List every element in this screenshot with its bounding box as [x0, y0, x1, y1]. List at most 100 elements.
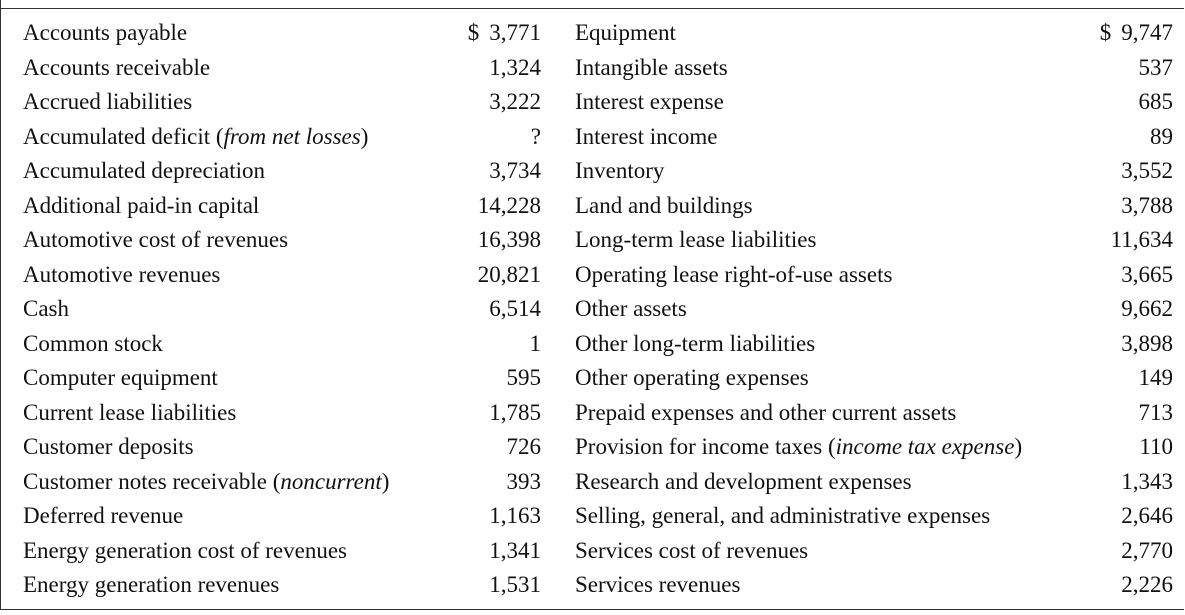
- account-name-text: Energy generation cost of revenues: [23, 537, 348, 563]
- account-name-note: from net losses: [223, 123, 361, 149]
- account-amount: 1: [529, 330, 542, 356]
- account-name: Cash: [0, 292, 427, 327]
- account-name-text: Equipment: [575, 20, 676, 45]
- account-name-note: noncurrent: [280, 468, 382, 494]
- account-value: 14,228: [427, 189, 541, 224]
- account-name: Other long-term liabilities: [575, 327, 1077, 362]
- table-row: Automotive cost of revenues 16,398 Long-te…: [0, 223, 1173, 258]
- account-amount: 1,785: [489, 399, 541, 425]
- account-value: 1: [427, 327, 542, 362]
- table-row: Cash 6,514 Other assets 9,662: [0, 292, 1173, 327]
- column-gap: [541, 16, 575, 51]
- account-amount: 1,343: [1121, 468, 1173, 494]
- column-gap: [541, 154, 575, 189]
- account-value: 3,552: [1077, 154, 1173, 189]
- account-amount: 3,788: [1121, 192, 1173, 218]
- account-value: 595: [427, 361, 542, 396]
- account-amount: 2,770: [1121, 537, 1173, 563]
- account-amount: 3,552: [1121, 158, 1173, 183]
- table-row: Accounts payable $3,771 Equipment $9,747: [0, 16, 1173, 51]
- account-amount: 9,747: [1121, 20, 1173, 45]
- account-amount: 110: [1139, 434, 1173, 459]
- account-name-text: Operating lease right-of-use assets: [575, 261, 893, 287]
- account-amount: 685: [1138, 89, 1174, 114]
- account-name-text: Accrued liabilities: [23, 89, 193, 114]
- account-name-text: Deferred revenue: [23, 503, 184, 528]
- account-amount: 3,771: [489, 20, 541, 45]
- account-name: Selling, general, and administrative exp…: [575, 499, 1077, 534]
- account-name: Interest income: [575, 120, 1077, 155]
- account-amount: 2,646: [1121, 503, 1173, 528]
- account-name: Equipment: [575, 16, 1077, 51]
- account-name: Accumulated depreciation: [0, 154, 427, 189]
- account-name-text: Long-term lease liabilities: [575, 227, 817, 252]
- account-value: 1,531: [427, 568, 541, 603]
- account-name: Accumulated deficit (from net losses): [0, 120, 427, 155]
- account-value: 713: [1077, 396, 1174, 431]
- account-name-text: Automotive revenues: [23, 261, 221, 287]
- account-name: Computer equipment: [0, 361, 427, 396]
- account-value: $9,747: [1077, 16, 1173, 51]
- account-name-text: Customer notes receivable (: [23, 468, 281, 494]
- table-row: Current lease liabilities 1,785 Prepaid ex…: [0, 396, 1173, 431]
- account-value: 6,514: [427, 292, 541, 327]
- account-amount: 393: [506, 468, 542, 494]
- account-name-text: Accumulated depreciation: [23, 158, 266, 183]
- account-name-text: Accounts payable: [23, 20, 188, 45]
- column-gap: [541, 120, 575, 155]
- account-amount: 595: [506, 365, 542, 390]
- account-amount: 14,228: [477, 192, 541, 218]
- account-amount: 89: [1150, 123, 1173, 149]
- column-gap: [541, 327, 575, 362]
- account-name-text: Inventory: [575, 158, 665, 183]
- account-value: 393: [427, 465, 542, 500]
- column-gap: [541, 223, 575, 258]
- account-amount: 3,665: [1121, 261, 1173, 287]
- account-name: Research and development expenses: [575, 465, 1077, 500]
- top-tick-mark: [0, 0, 5, 9]
- account-name-text: Research and development expenses: [575, 468, 912, 494]
- account-name-text: Provision for income taxes (: [575, 434, 836, 459]
- account-value: 9,662: [1077, 292, 1173, 327]
- account-name-text: Other operating expenses: [575, 365, 809, 390]
- account-value: 2,646: [1077, 499, 1173, 534]
- account-name-text: Accounts receivable: [23, 54, 211, 80]
- account-amount: 3,898: [1121, 330, 1173, 356]
- table-row: Additional paid-in capital 14,228 Land and…: [0, 189, 1173, 224]
- account-amount: 20,821: [477, 261, 541, 287]
- account-name: Provision for income taxes (income tax e…: [575, 430, 1077, 465]
- table-row: Energy generation cost of revenues 1,341 S…: [0, 534, 1173, 569]
- account-value: 2,226: [1077, 568, 1173, 603]
- account-name: Other assets: [575, 292, 1077, 327]
- table-row: Accrued liabilities 3,222 Interest expense…: [0, 85, 1173, 120]
- account-name: Common stock: [0, 327, 427, 362]
- account-value: ?: [427, 120, 541, 155]
- account-name: Energy generation cost of revenues: [0, 534, 427, 569]
- account-name-text: Services cost of revenues: [575, 537, 809, 563]
- account-amount: 3,734: [489, 158, 541, 183]
- account-value: 149: [1077, 361, 1174, 396]
- account-balances-table: Accounts payable $3,771 Equipment $9,747 Acc…: [0, 16, 1173, 603]
- currency-symbol: $: [467, 20, 480, 45]
- account-name-text: Intangible assets: [575, 54, 728, 80]
- account-name: Long-term lease liabilities: [575, 223, 1077, 258]
- account-value: $3,771: [427, 16, 541, 51]
- account-value: 110: [1077, 430, 1173, 465]
- account-name: Current lease liabilities: [0, 396, 427, 431]
- table-row: Deferred revenue 1,163 Selling, general, a…: [0, 499, 1173, 534]
- column-gap: [541, 499, 575, 534]
- account-amount: 16,398: [477, 227, 541, 252]
- column-gap: [541, 258, 575, 293]
- account-name: Operating lease right-of-use assets: [575, 258, 1077, 293]
- table-row: Customer deposits 726 Provision for income…: [0, 430, 1173, 465]
- account-value: 11,634: [1077, 223, 1173, 258]
- account-name: Prepaid expenses and other current asset…: [575, 396, 1077, 431]
- column-gap: [541, 534, 575, 569]
- account-name-text: Accumulated deficit (: [23, 123, 224, 149]
- account-amount: 726: [506, 434, 542, 459]
- account-name: Services cost of revenues: [575, 534, 1077, 569]
- account-amount: 3,222: [489, 89, 541, 114]
- account-name-text: Cash: [23, 296, 69, 321]
- account-name: Automotive revenues: [0, 258, 427, 293]
- column-gap: [541, 430, 575, 465]
